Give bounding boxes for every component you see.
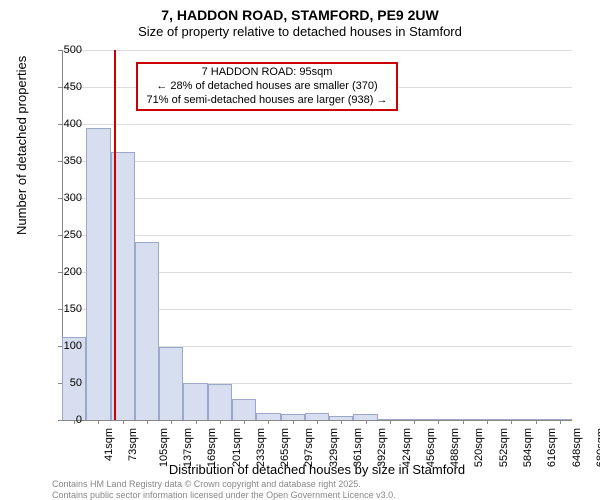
- gridline: [62, 50, 572, 51]
- xtick-mark: [414, 420, 415, 424]
- xtick-label: 456sqm: [425, 428, 437, 467]
- xtick-mark: [317, 420, 318, 424]
- xtick-label: 73sqm: [127, 428, 139, 461]
- histogram-bar: [86, 128, 110, 420]
- ytick-label: 350: [64, 155, 82, 167]
- bars-layer: 7 HADDON ROAD: 95sqm← 28% of detached ho…: [62, 50, 572, 420]
- chart-title: 7, HADDON ROAD, STAMFORD, PE9 2UW Size o…: [0, 0, 600, 41]
- xtick-label: 297sqm: [304, 428, 316, 467]
- gridline: [62, 198, 572, 199]
- attribution-line2: Contains public sector information licen…: [52, 490, 396, 500]
- xtick-mark: [366, 420, 367, 424]
- histogram-bar: [183, 383, 207, 420]
- histogram-bar: [305, 413, 329, 420]
- y-axis-title: Number of detached properties: [14, 56, 29, 235]
- reference-line: [114, 50, 116, 420]
- x-axis-title: Distribution of detached houses by size …: [62, 462, 572, 477]
- gridline: [62, 235, 572, 236]
- attribution-line1: Contains HM Land Registry data © Crown c…: [52, 479, 396, 489]
- xtick-label: 488sqm: [449, 428, 461, 467]
- xtick-mark: [268, 420, 269, 424]
- xtick-mark: [196, 420, 197, 424]
- ytick-label: 250: [64, 229, 82, 241]
- ytick-label: 500: [64, 44, 82, 56]
- ytick-label: 50: [70, 377, 82, 389]
- histogram-bar: [256, 413, 280, 420]
- xtick-label: 233sqm: [255, 428, 267, 467]
- xtick-mark: [438, 420, 439, 424]
- annotation-line2: ← 28% of detached houses are smaller (37…: [142, 80, 392, 94]
- xtick-label: 552sqm: [498, 428, 510, 467]
- xtick-mark: [293, 420, 294, 424]
- ytick-label: 150: [64, 303, 82, 315]
- xtick-label: 169sqm: [206, 428, 218, 467]
- xtick-label: 137sqm: [182, 428, 194, 467]
- xtick-label: 265sqm: [279, 428, 291, 467]
- xtick-mark: [220, 420, 221, 424]
- attribution: Contains HM Land Registry data © Crown c…: [52, 479, 396, 500]
- gridline: [62, 161, 572, 162]
- title-line1: 7, HADDON ROAD, STAMFORD, PE9 2UW: [0, 6, 600, 24]
- xtick-label: 105sqm: [158, 428, 170, 467]
- chart-container: 7, HADDON ROAD, STAMFORD, PE9 2UW Size o…: [0, 0, 600, 500]
- ytick-label: 200: [64, 266, 82, 278]
- gridline: [62, 124, 572, 125]
- xtick-label: 648sqm: [571, 428, 583, 467]
- xtick-mark: [511, 420, 512, 424]
- xtick-label: 41sqm: [103, 428, 115, 461]
- xtick-label: 520sqm: [474, 428, 486, 467]
- histogram-bar: [159, 347, 183, 420]
- xtick-label: 584sqm: [522, 428, 534, 467]
- xtick-mark: [463, 420, 464, 424]
- xtick-mark: [341, 420, 342, 424]
- annotation-line3: 71% of semi-detached houses are larger (…: [142, 94, 392, 108]
- xtick-mark: [171, 420, 172, 424]
- xtick-label: 361sqm: [352, 428, 364, 467]
- xtick-label: 424sqm: [401, 428, 413, 467]
- ytick-label: 300: [64, 192, 82, 204]
- ytick-label: 100: [64, 340, 82, 352]
- xtick-label: 680sqm: [595, 428, 600, 467]
- ytick-label: 450: [64, 81, 82, 93]
- xtick-mark: [244, 420, 245, 424]
- ytick-label: 400: [64, 118, 82, 130]
- xtick-label: 392sqm: [376, 428, 388, 467]
- xtick-label: 616sqm: [546, 428, 558, 467]
- xtick-mark: [536, 420, 537, 424]
- annotation-line1: 7 HADDON ROAD: 95sqm: [142, 66, 392, 80]
- xtick-mark: [98, 420, 99, 424]
- title-line2: Size of property relative to detached ho…: [0, 24, 600, 41]
- xtick-mark: [560, 420, 561, 424]
- ytick-label: 0: [76, 414, 82, 426]
- histogram-bar: [232, 399, 256, 420]
- xtick-mark: [487, 420, 488, 424]
- xtick-label: 329sqm: [328, 428, 340, 467]
- xtick-mark: [390, 420, 391, 424]
- histogram-bar: [135, 242, 159, 420]
- xtick-mark: [147, 420, 148, 424]
- xtick-mark: [123, 420, 124, 424]
- histogram-bar: [208, 384, 232, 420]
- plot-area: 7 HADDON ROAD: 95sqm← 28% of detached ho…: [62, 50, 572, 420]
- xtick-label: 201sqm: [231, 428, 243, 467]
- annotation-box: 7 HADDON ROAD: 95sqm← 28% of detached ho…: [136, 62, 398, 111]
